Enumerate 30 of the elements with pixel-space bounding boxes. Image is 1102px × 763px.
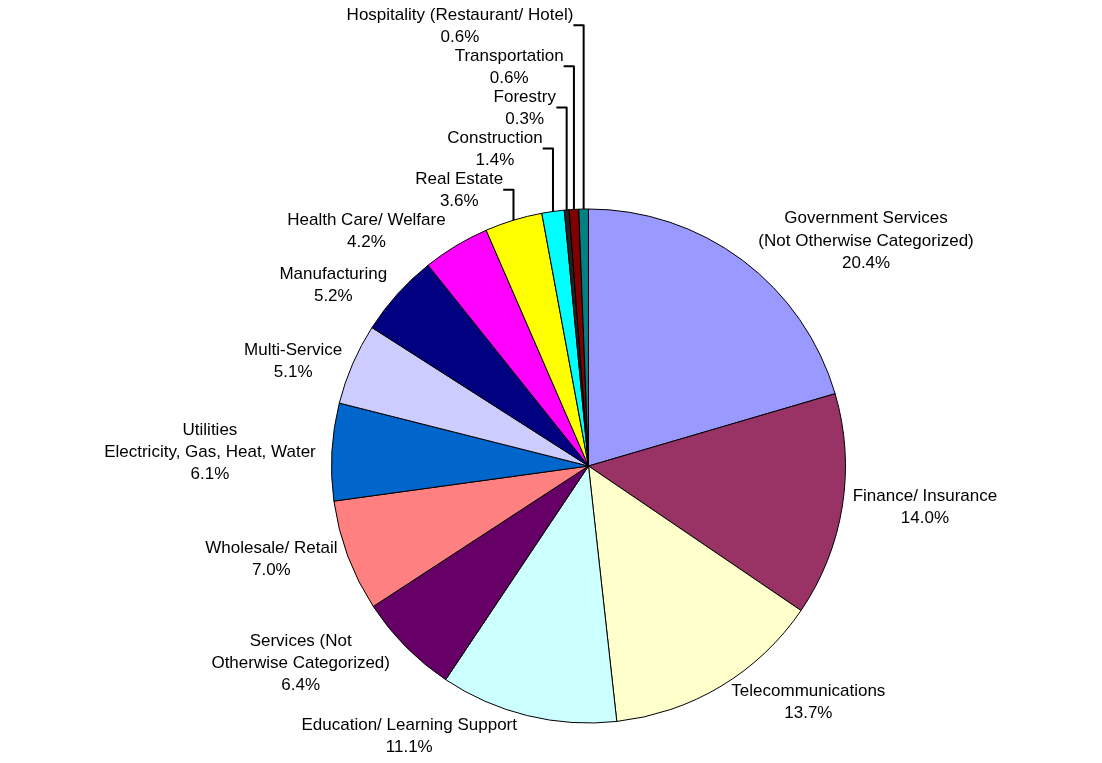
slice-label: Services (Not Otherwise Categorized)	[211, 630, 390, 672]
data-label: 4.2%	[347, 232, 386, 252]
data-label: 20.4%	[841, 252, 891, 272]
slice-label: Hospitality (Restaurant/ Hotel)	[346, 4, 574, 24]
data-label: 11.1%	[385, 736, 433, 756]
slice-label: Government Services (Not Otherwise Categorized)	[758, 208, 974, 250]
slice-label: Education/ Learning Support	[301, 714, 518, 734]
data-label: 5.2%	[313, 286, 353, 306]
slice-label: Wholesale/ Retail	[205, 537, 338, 557]
data-label: 0.6%	[440, 26, 480, 46]
data-label: 6.4%	[281, 674, 321, 694]
slice-label: Manufacturing	[279, 264, 388, 284]
data-label: 14.0%	[900, 507, 950, 527]
slice-label: Construction	[447, 128, 543, 147]
data-label: 7.0%	[251, 560, 291, 580]
slice-label: Utilities Electricity, Gas, Heat, Water	[104, 420, 317, 462]
slice-label: Transportation	[454, 45, 564, 65]
data-label: 3.6%	[439, 191, 479, 211]
data-label: 1.4%	[475, 150, 515, 170]
data-label: 6.1%	[190, 464, 230, 484]
slice-label: Finance/ Insurance	[852, 485, 998, 505]
slice-label: Telecommunications	[731, 680, 886, 700]
slice-label: Multi-Service	[244, 340, 343, 360]
data-label: 0.6%	[489, 67, 529, 87]
data-label: 0.3%	[505, 109, 545, 128]
data-label: 13.7%	[784, 702, 833, 722]
slice-label: Real Estate	[415, 169, 504, 189]
data-label: 5.1%	[273, 362, 313, 382]
slice-label: Health Care/ Welfare	[287, 210, 446, 230]
slice-label: Forestry	[493, 86, 557, 106]
